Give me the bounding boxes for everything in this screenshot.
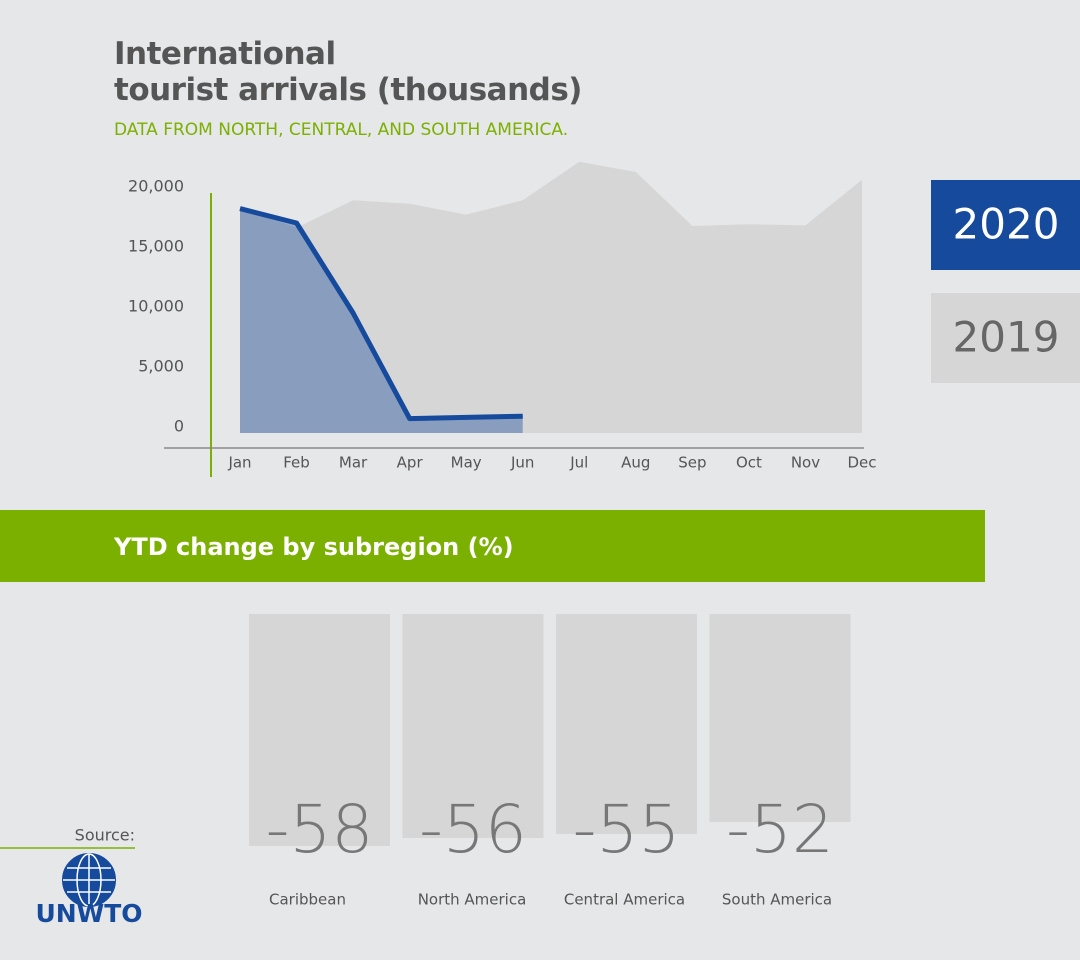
- bar: [249, 614, 390, 846]
- line: [239, 206, 523, 422]
- banner: [0, 510, 985, 582]
- bar: [556, 614, 697, 834]
- x-tick-label: Caribbean: [269, 891, 346, 909]
- y-tick-label: 20,000: [128, 177, 184, 196]
- x-tick-label: Nov: [791, 454, 820, 472]
- x-tick-label: Central America: [564, 891, 685, 909]
- x-tick-label: Jan: [227, 454, 251, 472]
- y-tick-label: 5,000: [138, 357, 184, 376]
- x-tick-label: Apr: [397, 454, 424, 472]
- legend-swatch: [931, 180, 1080, 270]
- x-tick-label: May: [451, 454, 482, 472]
- y-tick-label: 15,000: [128, 237, 184, 256]
- source-label: Source:: [75, 826, 135, 845]
- bar: [402, 614, 544, 838]
- chart-title: International tourist arrivals (thousand…: [114, 36, 582, 108]
- chart-subtitle: DATA FROM NORTH, CENTRAL, AND SOUTH AMER…: [114, 120, 569, 140]
- x-tick-label: Mar: [339, 454, 368, 472]
- legend-label: 2019: [953, 313, 1060, 362]
- x-tick-label: Sep: [678, 454, 706, 472]
- value-label: -56: [419, 791, 527, 868]
- x-tick-label: Oct: [736, 454, 762, 472]
- bar: [709, 614, 851, 822]
- x-tick-label: Aug: [621, 454, 650, 472]
- legend-label: 2020: [953, 200, 1060, 249]
- x-tick-label: North America: [418, 891, 527, 909]
- x-tick-label: Jun: [510, 454, 534, 472]
- value-label: -52: [726, 791, 834, 868]
- value-label: -55: [573, 791, 681, 868]
- x-tick-label: Feb: [283, 454, 310, 472]
- y-tick-label: 0: [174, 417, 184, 436]
- bar-chart-title: YTD change by subregion (%): [113, 533, 514, 561]
- logo-globe: [62, 853, 116, 907]
- area: [240, 161, 862, 434]
- area: [240, 208, 523, 433]
- legend-swatch: [931, 293, 1080, 383]
- x-tick-label: Dec: [847, 454, 876, 472]
- logo-text: UNWTO: [35, 899, 142, 928]
- x-tick-label: South America: [722, 891, 832, 909]
- value-label: -58: [266, 791, 374, 868]
- x-tick-label: Jul: [569, 454, 588, 472]
- y-tick-label: 10,000: [128, 297, 184, 316]
